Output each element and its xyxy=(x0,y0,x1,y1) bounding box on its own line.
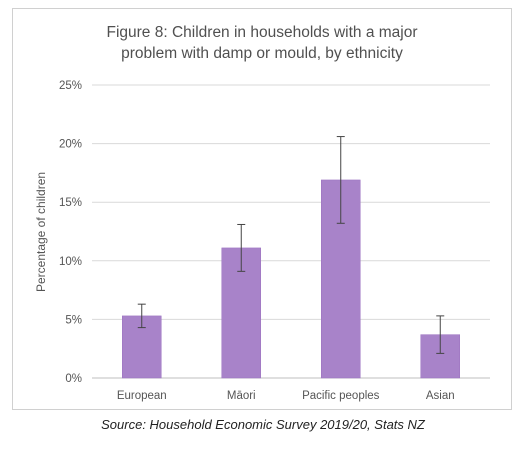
y-tick-label: 5% xyxy=(65,314,82,326)
bars xyxy=(122,179,460,379)
x-tick-label: European xyxy=(117,390,167,402)
y-tick-label: 25% xyxy=(59,80,82,92)
error-bars xyxy=(137,136,445,354)
source-note: Source: Household Economic Survey 2019/2… xyxy=(101,417,425,432)
chart-title-line-1: Figure 8: Children in households with a … xyxy=(106,24,418,41)
y-tick-label: 20% xyxy=(59,139,82,151)
chart-title: Figure 8: Children in households with a … xyxy=(12,22,512,64)
y-axis-label: Percentage of children xyxy=(34,172,48,292)
x-tick-labels: European Māori Pacific peoples Asian xyxy=(117,390,455,402)
y-tick-labels: 0% 5% 10% 15% 20% 25% xyxy=(59,80,82,385)
x-tick-label: Pacific peoples xyxy=(302,390,380,402)
y-tick-label: 15% xyxy=(59,197,82,209)
x-tick-label: Māori xyxy=(227,390,256,402)
x-tick-label: Asian xyxy=(426,390,455,402)
y-tick-label: 10% xyxy=(59,256,82,268)
y-tick-label: 0% xyxy=(65,373,82,385)
chart-title-line-2: problem with damp or mould, by ethnicity xyxy=(121,45,403,62)
